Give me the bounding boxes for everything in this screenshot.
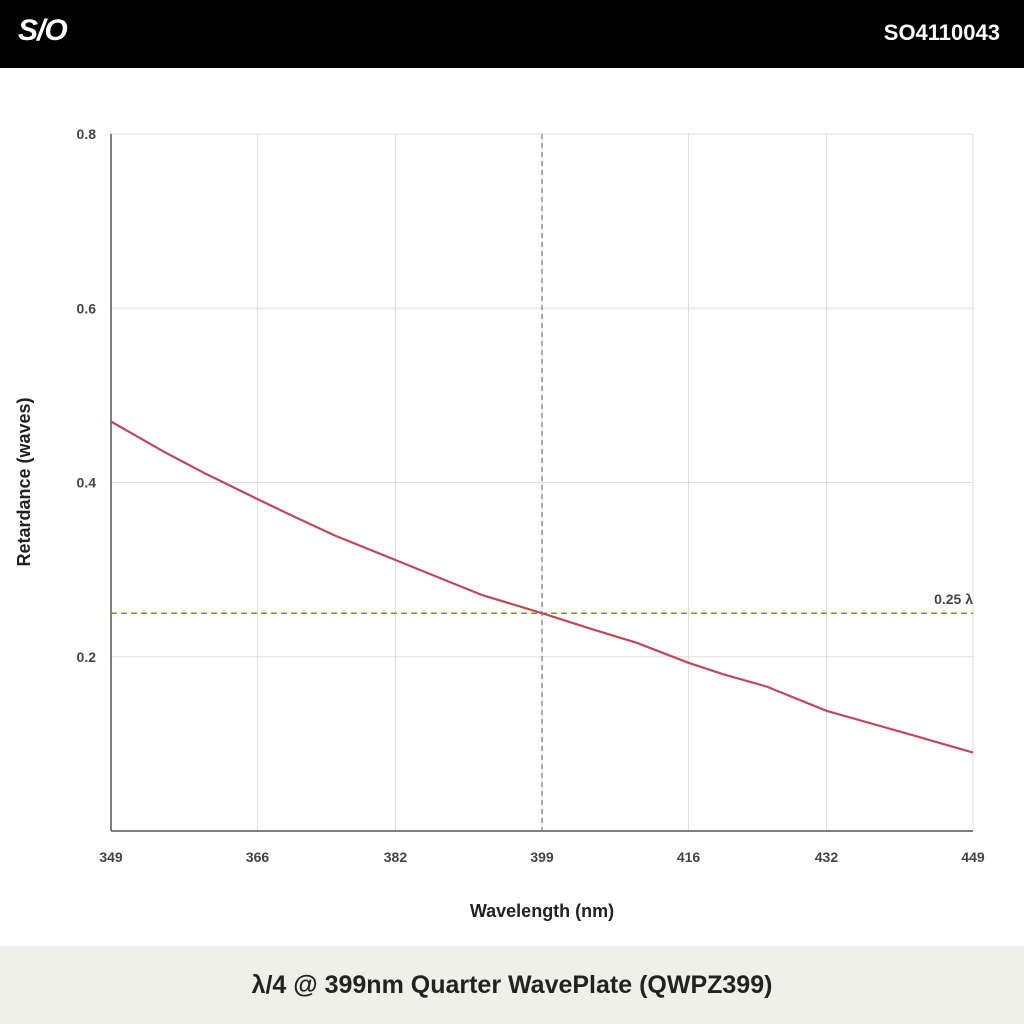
reference-line-label: 0.25 λ <box>934 591 973 607</box>
brand-logo: S/O <box>18 14 68 47</box>
x-tick-label: 349 <box>99 849 123 865</box>
product-title: λ/4 @ 399nm Quarter WavePlate (QWPZ399) <box>251 970 773 999</box>
product-code: SO4110043 <box>883 20 1000 45</box>
series <box>110 420 974 754</box>
y-tick-label: 0.2 <box>77 649 97 665</box>
footer-bar: λ/4 @ 399nm Quarter WavePlate (QWPZ399) <box>0 946 1024 1024</box>
grid <box>110 133 974 831</box>
x-tick-label: 399 <box>530 849 554 865</box>
y-tick-label: 0.8 <box>77 126 97 142</box>
y-tick-label: 0.4 <box>77 475 97 491</box>
header-bar: S/O SO4110043 <box>0 0 1024 68</box>
retardance-curve <box>110 420 974 754</box>
x-tick-label: 366 <box>246 849 270 865</box>
retardance-chart: 0.25 λ 349 366 382 399 416 432 449 0.2 0.4 0.6 0.8… <box>14 126 985 921</box>
y-tick-label: 0.6 <box>77 300 97 316</box>
tick-labels: 349 366 382 399 416 432 449 0.2 0.4 0.6 0.8 <box>77 126 985 865</box>
x-tick-label: 432 <box>815 849 839 865</box>
x-axis-label: Wavelength (nm) <box>470 901 614 921</box>
y-axis-label: Retardance (waves) <box>14 397 34 566</box>
chart-area: 0.25 λ 349 366 382 399 416 432 449 0.2 0.4 0.6 0.8… <box>0 68 1024 946</box>
x-tick-label: 382 <box>384 849 408 865</box>
x-tick-label: 449 <box>961 849 985 865</box>
x-tick-label: 416 <box>677 849 701 865</box>
